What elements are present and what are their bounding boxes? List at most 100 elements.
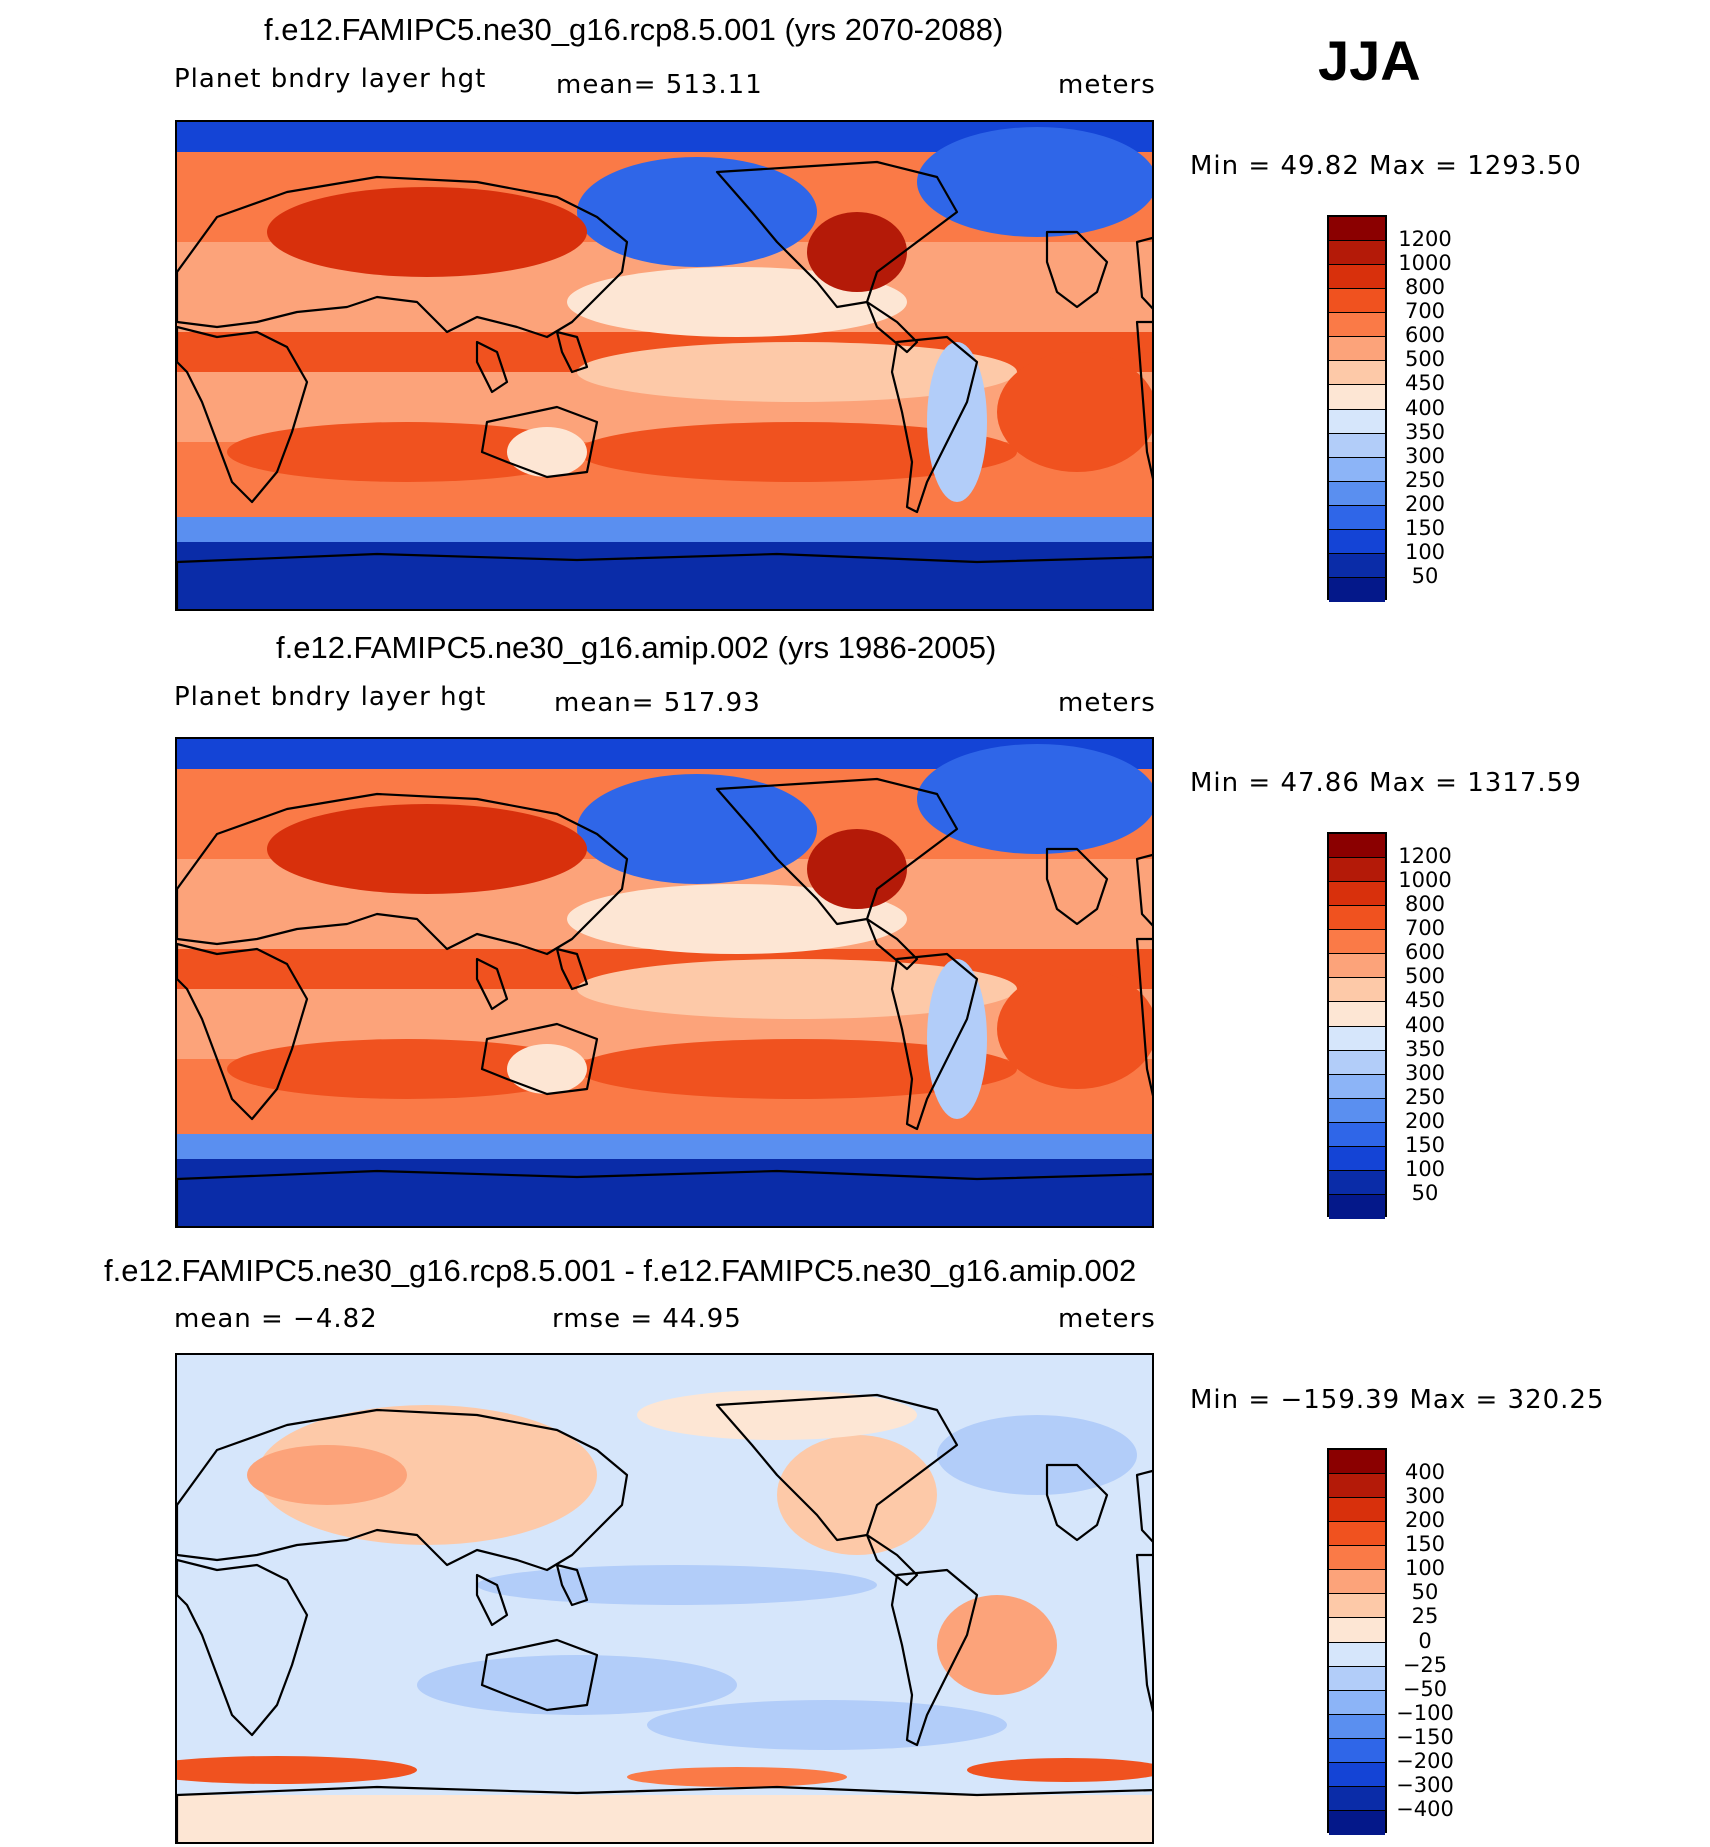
- panel-3-units: meters: [1058, 1304, 1156, 1334]
- colorbar-tick-label: 350: [1404, 1036, 1446, 1061]
- colorbar-swatch: [1329, 265, 1385, 290]
- colorbar-swatch: [1329, 553, 1385, 578]
- panel-1-units: meters: [1058, 70, 1156, 100]
- panel-3-mean-label: mean = −4.82: [174, 1304, 378, 1334]
- panel-2-map-field: [177, 739, 1152, 1226]
- colorbar-swatch: [1329, 385, 1385, 410]
- colorbar-swatch: [1329, 1810, 1385, 1835]
- colorbar-tick-label: 400: [1404, 1460, 1446, 1485]
- colorbar-tick-label: 450: [1404, 988, 1446, 1013]
- colorbar-swatch: [1329, 882, 1385, 907]
- colorbar-swatch: [1329, 505, 1385, 530]
- colorbar-tick-label: 250: [1404, 467, 1446, 492]
- colorbar-tick-label: 300: [1404, 1060, 1446, 1085]
- panel-1-minmax: Min = 49.82 Max = 1293.50: [1190, 151, 1582, 181]
- colorbar-tick-label: 450: [1404, 371, 1446, 396]
- colorbar-swatch: [1329, 1098, 1385, 1123]
- panel-1-colorbar: 1200 1000 800 700 600 500 450 400 350 300 250 200 15…: [1327, 215, 1487, 602]
- colorbar-swatch: [1329, 457, 1385, 482]
- colorbar-box: [1327, 215, 1387, 602]
- panel-1-title: f.e12.FAMIPC5.ne30_g16.rcp8.5.001 (yrs 2…: [264, 12, 1004, 47]
- colorbar-tick-label: 50: [1411, 563, 1439, 588]
- colorbar-swatch: [1329, 1474, 1385, 1499]
- colorbar-tick-label: −400: [1396, 1796, 1454, 1821]
- colorbar-box: [1327, 832, 1387, 1219]
- colorbar-tick-label: 100: [1404, 1156, 1446, 1181]
- panel-1-variable-label: Planet bndry layer hgt: [174, 64, 487, 94]
- colorbar-swatch: [1329, 978, 1385, 1003]
- panel-2-colorbar: 1200 1000 800 700 600 500 450 400 350 300 250 200 15…: [1327, 832, 1487, 1219]
- colorbar-swatch: [1329, 1714, 1385, 1739]
- colorbar-swatch: [1329, 1450, 1385, 1475]
- colorbar-tick-label: −300: [1396, 1772, 1454, 1797]
- colorbar-swatch: [1329, 1122, 1385, 1147]
- panel-1-map-field: [177, 122, 1152, 609]
- colorbar-swatch: [1329, 1170, 1385, 1195]
- colorbar-tick-label: 400: [1404, 395, 1446, 420]
- colorbar-tick-label: 100: [1404, 1556, 1446, 1581]
- colorbar-swatch: [1329, 433, 1385, 458]
- colorbar-swatch: [1329, 1738, 1385, 1763]
- panel-2-variable-label: Planet bndry layer hgt: [174, 682, 487, 712]
- colorbar-tick-label: 1200: [1398, 227, 1452, 252]
- colorbar-swatch: [1329, 1026, 1385, 1051]
- colorbar-tick-label: 1000: [1398, 868, 1452, 893]
- colorbar-swatch: [1329, 1050, 1385, 1075]
- colorbar-swatch: [1329, 289, 1385, 314]
- colorbar-tick-label: 800: [1404, 892, 1446, 917]
- colorbar-tick-label: 500: [1404, 347, 1446, 372]
- colorbar-swatch: [1329, 1522, 1385, 1547]
- colorbar-swatch: [1329, 1618, 1385, 1643]
- colorbar-swatch: [1329, 1194, 1385, 1219]
- panel-1-mean-label: mean= 513.11: [556, 70, 763, 100]
- colorbar-tick-label: −50: [1402, 1676, 1448, 1701]
- panel-3-map-field: [177, 1355, 1152, 1842]
- colorbar-swatch: [1329, 1666, 1385, 1691]
- panel-2-map: [175, 737, 1154, 1228]
- colorbar-swatch: [1329, 1002, 1385, 1027]
- colorbar-tick-label: 25: [1411, 1604, 1439, 1629]
- colorbar-tick-label: 500: [1404, 964, 1446, 989]
- colorbar-swatch: [1329, 1762, 1385, 1787]
- colorbar-tick-label: −100: [1396, 1700, 1454, 1725]
- colorbar-tick-label: 250: [1404, 1084, 1446, 1109]
- colorbar-swatch: [1329, 930, 1385, 955]
- colorbar-swatch: [1329, 481, 1385, 506]
- colorbar-swatch: [1329, 529, 1385, 554]
- colorbar-tick-label: 1200: [1398, 844, 1452, 869]
- colorbar-swatch: [1329, 1786, 1385, 1811]
- colorbar-swatch: [1329, 337, 1385, 362]
- colorbar-swatch: [1329, 906, 1385, 931]
- colorbar-tick-label: 50: [1411, 1180, 1439, 1205]
- colorbar-tick-label: 50: [1411, 1580, 1439, 1605]
- colorbar-tick-label: 600: [1404, 940, 1446, 965]
- colorbar-tick-label: 300: [1404, 1484, 1446, 1509]
- colorbar-tick-label: −150: [1396, 1724, 1454, 1749]
- colorbar-swatch: [1329, 1690, 1385, 1715]
- colorbar-swatch: [1329, 1546, 1385, 1571]
- panel-2-units: meters: [1058, 688, 1156, 718]
- colorbar-tick-label: 100: [1404, 539, 1446, 564]
- colorbar-swatch: [1329, 1642, 1385, 1667]
- colorbar-tick-label: 150: [1404, 1532, 1446, 1557]
- colorbar-swatch: [1329, 834, 1385, 859]
- panel-2-minmax: Min = 47.86 Max = 1317.59: [1190, 768, 1582, 798]
- panel-2-mean-label: mean= 517.93: [554, 688, 761, 718]
- colorbar-tick-label: 300: [1404, 443, 1446, 468]
- colorbar-tick-label: 0: [1418, 1628, 1432, 1653]
- panel-2-title: f.e12.FAMIPC5.ne30_g16.amip.002 (yrs 198…: [276, 630, 997, 665]
- colorbar-swatch: [1329, 577, 1385, 602]
- colorbar-tick-label: −200: [1396, 1748, 1454, 1773]
- colorbar-tick-label: 200: [1404, 1108, 1446, 1133]
- colorbar-swatch: [1329, 313, 1385, 338]
- colorbar-swatch: [1329, 1146, 1385, 1171]
- panel-3-title: f.e12.FAMIPC5.ne30_g16.rcp8.5.001 - f.e1…: [104, 1253, 1137, 1288]
- colorbar-tick-label: 150: [1404, 515, 1446, 540]
- colorbar-swatch: [1329, 1570, 1385, 1595]
- colorbar-tick-label: 1000: [1398, 251, 1452, 276]
- colorbar-tick-label: 600: [1404, 323, 1446, 348]
- colorbar-swatch: [1329, 409, 1385, 434]
- colorbar-tick-label: 700: [1404, 299, 1446, 324]
- colorbar-swatch: [1329, 954, 1385, 979]
- colorbar-tick-label: 200: [1404, 1508, 1446, 1533]
